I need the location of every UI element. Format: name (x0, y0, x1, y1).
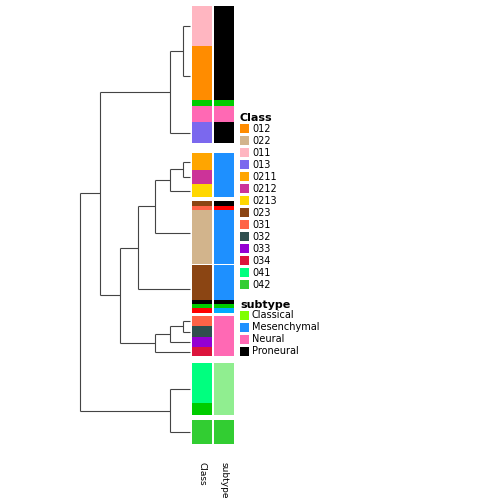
Text: Class: Class (240, 113, 273, 123)
Bar (192, 122, 212, 143)
Text: 0213: 0213 (252, 196, 277, 206)
Bar (240, 347, 249, 356)
Text: 032: 032 (252, 231, 271, 241)
Bar (240, 172, 249, 181)
Text: Mesenchymal: Mesenchymal (252, 323, 320, 333)
Text: 011: 011 (252, 148, 270, 157)
Bar (192, 184, 212, 197)
Bar (214, 100, 234, 106)
Bar (192, 46, 212, 100)
Text: 034: 034 (252, 256, 270, 266)
Bar (192, 153, 212, 170)
Bar (214, 420, 234, 444)
Bar (192, 206, 212, 210)
Bar (240, 244, 249, 253)
Bar (214, 206, 234, 210)
Bar (214, 210, 234, 264)
Text: Proneural: Proneural (252, 347, 299, 356)
Bar (192, 420, 212, 444)
Bar (192, 363, 212, 403)
Bar (214, 300, 234, 304)
Bar (214, 184, 234, 197)
Text: 023: 023 (252, 208, 271, 218)
Bar (214, 153, 234, 170)
Text: 012: 012 (252, 123, 271, 134)
Bar (192, 106, 212, 122)
Bar (240, 232, 249, 241)
Bar (192, 201, 212, 206)
Bar (192, 300, 212, 304)
Bar (214, 46, 234, 100)
Bar (192, 403, 212, 415)
Bar (240, 208, 249, 217)
Text: 033: 033 (252, 243, 270, 254)
Text: 022: 022 (252, 136, 271, 146)
Bar (240, 148, 249, 157)
Text: Class: Class (198, 462, 207, 486)
Text: 0212: 0212 (252, 183, 277, 194)
Bar (240, 256, 249, 265)
Bar (214, 201, 234, 206)
Text: subtype: subtype (220, 462, 228, 498)
Text: Neural: Neural (252, 335, 284, 345)
Bar (214, 304, 234, 308)
Bar (214, 403, 234, 415)
Bar (240, 335, 249, 344)
Bar (214, 122, 234, 143)
Bar (240, 220, 249, 229)
Bar (214, 326, 234, 337)
Bar (240, 136, 249, 145)
Text: 013: 013 (252, 159, 270, 169)
Bar (192, 210, 212, 264)
Bar (192, 170, 212, 184)
Bar (240, 280, 249, 289)
Text: 042: 042 (252, 280, 271, 289)
Bar (192, 100, 212, 106)
Bar (214, 170, 234, 184)
Bar (240, 184, 249, 193)
Bar (192, 347, 212, 356)
Bar (240, 311, 249, 320)
Text: subtype: subtype (240, 300, 290, 310)
Bar (240, 160, 249, 169)
Bar (192, 308, 212, 313)
Bar (214, 6, 234, 46)
Bar (214, 308, 234, 313)
Bar (192, 6, 212, 46)
Text: Classical: Classical (252, 310, 295, 321)
Bar (214, 316, 234, 326)
Bar (214, 265, 234, 300)
Bar (192, 316, 212, 326)
Bar (214, 337, 234, 347)
Text: 031: 031 (252, 220, 270, 229)
Bar (240, 268, 249, 277)
Bar (240, 323, 249, 332)
Bar (192, 326, 212, 337)
Bar (192, 304, 212, 308)
Text: 0211: 0211 (252, 171, 277, 181)
Bar (192, 265, 212, 300)
Bar (192, 337, 212, 347)
Text: 041: 041 (252, 268, 270, 278)
Bar (214, 347, 234, 356)
Bar (240, 196, 249, 205)
Bar (240, 124, 249, 133)
Bar (214, 363, 234, 403)
Bar (214, 106, 234, 122)
